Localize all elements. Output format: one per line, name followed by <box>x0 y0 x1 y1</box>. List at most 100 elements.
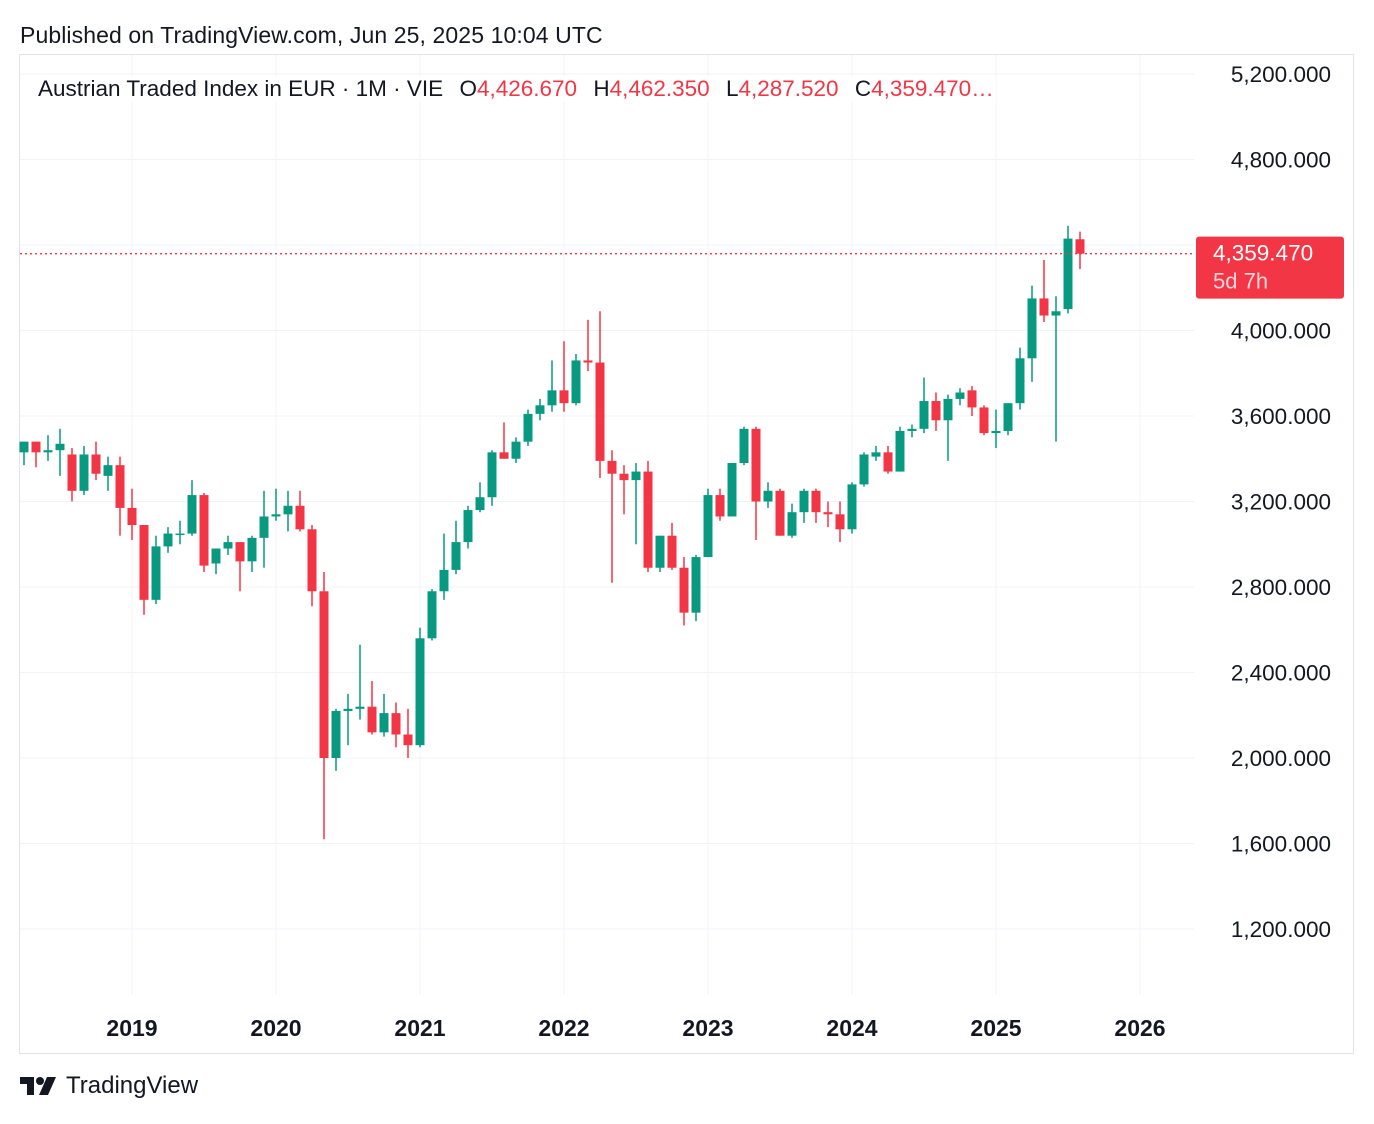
open-value: 4,426.670 <box>476 76 578 101</box>
candle-body <box>247 537 257 562</box>
candle-body <box>175 533 185 536</box>
y-tick-label: 2,400.000 <box>1231 661 1331 686</box>
chart-frame <box>19 54 1354 1054</box>
candle-body <box>667 535 677 568</box>
candle-body <box>1027 298 1037 359</box>
candle-body <box>559 390 569 404</box>
candle-body <box>619 473 629 481</box>
candle <box>535 398 545 421</box>
candle-body <box>163 533 173 547</box>
candle <box>139 525 149 615</box>
candle-body <box>259 516 269 538</box>
candle-body <box>943 398 953 421</box>
candle-body <box>1003 403 1013 431</box>
candle <box>847 482 857 534</box>
candle-body <box>403 734 413 746</box>
candle <box>295 490 305 532</box>
candle-body <box>391 713 401 735</box>
candle-body <box>319 591 329 758</box>
candle <box>523 409 533 446</box>
candle-body <box>67 454 77 491</box>
y-tick-label: 2,000.000 <box>1231 746 1331 771</box>
footer-branding[interactable]: TradingView <box>20 1072 198 1100</box>
candle <box>151 535 161 605</box>
x-tick-label: 2021 <box>394 1015 445 1041</box>
candle <box>163 527 173 553</box>
candle-body <box>871 452 881 457</box>
candle-body <box>55 443 65 451</box>
candle-body <box>535 405 545 414</box>
candle <box>403 708 413 758</box>
candle-body <box>343 708 353 711</box>
candle <box>991 409 1001 449</box>
candle-body <box>451 542 461 570</box>
candle <box>607 450 617 583</box>
candle-body <box>607 460 617 474</box>
candle <box>883 445 893 474</box>
close-label: C <box>854 76 872 101</box>
x-tick-label: 2025 <box>970 1015 1021 1041</box>
high-value: 4,462.350 <box>609 76 710 101</box>
candle <box>595 311 605 478</box>
candle <box>247 535 257 573</box>
price-tag-countdown: 5d 7h <box>1213 269 1268 294</box>
candle <box>103 456 113 491</box>
candle-body <box>463 510 473 543</box>
candle-body <box>547 390 557 406</box>
candle-body <box>415 638 425 746</box>
candle-body <box>427 591 437 639</box>
y-tick-label: 3,200.000 <box>1231 490 1331 515</box>
candle <box>835 501 845 543</box>
candle-body <box>271 514 281 517</box>
candle-body <box>571 360 581 404</box>
candle <box>955 388 965 406</box>
symbol-title: Austrian Traded Index in EUR · 1M · VIE <box>38 76 444 101</box>
candle <box>1015 347 1025 410</box>
low-label: L <box>725 76 739 101</box>
y-tick-label: 4,000.000 <box>1231 319 1331 344</box>
candle <box>907 424 917 438</box>
candle <box>1051 296 1061 442</box>
candle-body <box>739 428 749 464</box>
close-value: 4,359.470… <box>871 76 994 101</box>
candle-body <box>211 548 221 564</box>
y-tick-label: 1,200.000 <box>1231 917 1331 942</box>
candle-body <box>115 465 125 508</box>
candle <box>871 445 881 461</box>
candle <box>547 360 557 412</box>
candle <box>127 488 137 540</box>
candle <box>283 490 293 532</box>
candle <box>823 501 833 528</box>
candle <box>763 482 773 508</box>
candle <box>271 488 281 521</box>
candle-body <box>595 362 605 461</box>
candle-body <box>679 567 689 613</box>
candle-body <box>823 512 833 515</box>
y-tick-label: 4,800.000 <box>1231 148 1331 173</box>
candle <box>1075 231 1085 270</box>
candle <box>727 463 737 517</box>
candle <box>235 542 245 592</box>
candle <box>559 341 569 412</box>
candle-body <box>1039 298 1049 316</box>
candle-body <box>931 401 941 421</box>
candle-body <box>631 471 641 481</box>
candle <box>451 520 461 575</box>
candle <box>319 572 329 840</box>
candle <box>967 386 977 416</box>
candle <box>643 460 653 573</box>
candle-body <box>355 706 365 709</box>
price-tag <box>1196 236 1344 299</box>
candle-body <box>1015 358 1025 404</box>
candle <box>1039 259 1049 322</box>
candle-body <box>367 706 377 733</box>
candle-body <box>19 441 29 453</box>
candle-body <box>919 401 929 429</box>
candle-body <box>835 514 845 530</box>
low-value: 4,287.520 <box>738 76 839 101</box>
candle <box>979 405 989 436</box>
candle <box>751 426 761 540</box>
candle <box>199 492 209 573</box>
candle <box>379 693 389 737</box>
